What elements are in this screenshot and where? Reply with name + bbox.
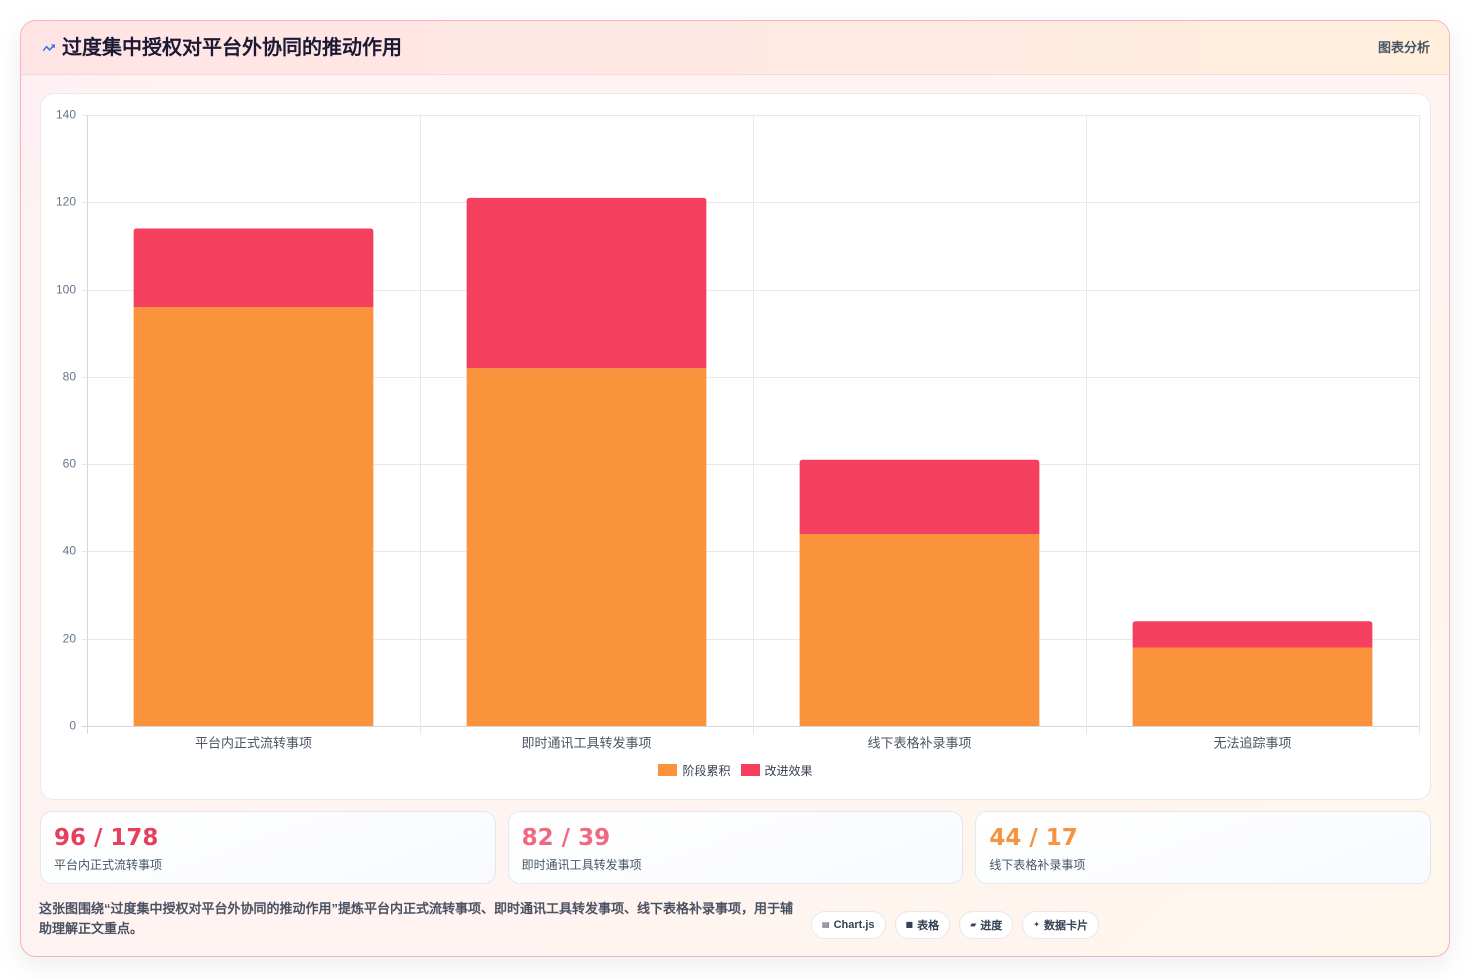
legend-label: 改进效果 [764, 763, 813, 778]
tech-tags: Chart.js 表格 进度 数据卡片 [811, 911, 1099, 939]
legend-item[interactable]: 阶段累积 [658, 762, 731, 779]
y-tick-label: 80 [63, 370, 77, 384]
tag-table: 表格 [894, 911, 951, 939]
bar-series-2-category-4[interactable] [1132, 621, 1373, 648]
card-title: 过度集中授权对平台外协同的推动作用 [62, 37, 402, 59]
stat-value: 44 / 17 [989, 825, 1078, 851]
legend-label: 阶段累积 [682, 763, 731, 778]
stacked-bar-chart: 0 20 40 60 80 100 120 140 平台内正式流转事项 即时通讯工具转发事项 线下表… [56, 108, 1420, 750]
bar-series-2-category-1[interactable] [133, 228, 374, 308]
tag-label: 表格 [917, 920, 940, 932]
chart-description: 这张图围绕“过度集中授权对平台外协同的推动作用”提炼平台内正式流转事项、即时通讯… [39, 901, 794, 936]
tag-label: 进度 [980, 920, 1003, 932]
chart-legend: 阶段累积 改进效果 [41, 762, 1430, 778]
x-tick-label: 即时通讯工具转发事项 [521, 735, 651, 750]
tag-chartjs: Chart.js [811, 911, 886, 939]
y-tick-label: 20 [63, 632, 77, 646]
y-tick-label: 140 [56, 108, 76, 122]
bar-series-1-category-2[interactable] [466, 368, 707, 726]
legend-item[interactable]: 改进效果 [740, 762, 813, 779]
x-tick-label: 无法追踪事项 [1213, 735, 1291, 750]
tag-label: 数据卡片 [1043, 920, 1088, 932]
tag-data-cards: 数据卡片 [1022, 911, 1099, 939]
stat-cards: 96 / 178 平台内正式流转事项 82 / 39 即时通讯工具转发事项 44… [40, 811, 1432, 884]
table-icon [906, 921, 914, 929]
legend-swatch [740, 764, 760, 776]
x-tick-label: 线下表格补录事项 [867, 735, 971, 750]
stat-value: 96 / 178 [54, 825, 159, 851]
chart-icon [822, 921, 830, 929]
chart-type-badge: 图表分析 [1377, 40, 1430, 55]
bar-series-1-category-3[interactable] [799, 533, 1040, 726]
stat-value: 82 / 39 [521, 825, 611, 851]
stat-label: 线下表格补录事项 [989, 858, 1086, 872]
chart-panel: 0 20 40 60 80 100 120 140 平台内正式流转事项 即时通讯工具转发事项 线下表… [40, 93, 1431, 800]
tag-progress: 进度 [959, 911, 1014, 939]
stat-card: 44 / 17 线下表格补录事项 [975, 811, 1432, 884]
stat-label: 即时通讯工具转发事项 [521, 858, 642, 872]
stat-card: 82 / 39 即时通讯工具转发事项 [507, 811, 964, 884]
bar-series-1-category-1[interactable] [133, 307, 374, 726]
y-tick-label: 40 [63, 544, 77, 558]
card-footer: 这张图围绕“过度集中授权对平台外协同的推动作用”提炼平台内正式流转事项、即时通讯… [39, 899, 1099, 939]
y-tick-label: 100 [56, 283, 76, 297]
legend-swatch [658, 764, 678, 776]
bar-series-2-category-2[interactable] [466, 197, 707, 369]
x-tick-label: 平台内正式流转事项 [195, 735, 312, 750]
y-tick-label: 60 [63, 457, 77, 471]
y-tick-label: 120 [56, 195, 76, 209]
pulse-icon [43, 44, 55, 51]
stat-card: 96 / 178 平台内正式流转事项 [40, 811, 496, 884]
bar-series-1-category-4[interactable] [1132, 647, 1373, 726]
y-tick-label: 0 [69, 719, 76, 733]
stat-label: 平台内正式流转事项 [54, 858, 163, 872]
bar-series-2-category-3[interactable] [799, 459, 1040, 534]
tag-label: Chart.js [833, 919, 875, 931]
chart-card: 过度集中授权对平台外协同的推动作用 图表分析 0 20 40 60 80 100 120 14… [20, 20, 1450, 957]
card-header: 过度集中授权对平台外协同的推动作用 图表分析 [21, 21, 1449, 75]
sparkle-icon [1033, 921, 1040, 929]
progress-icon [970, 921, 976, 929]
